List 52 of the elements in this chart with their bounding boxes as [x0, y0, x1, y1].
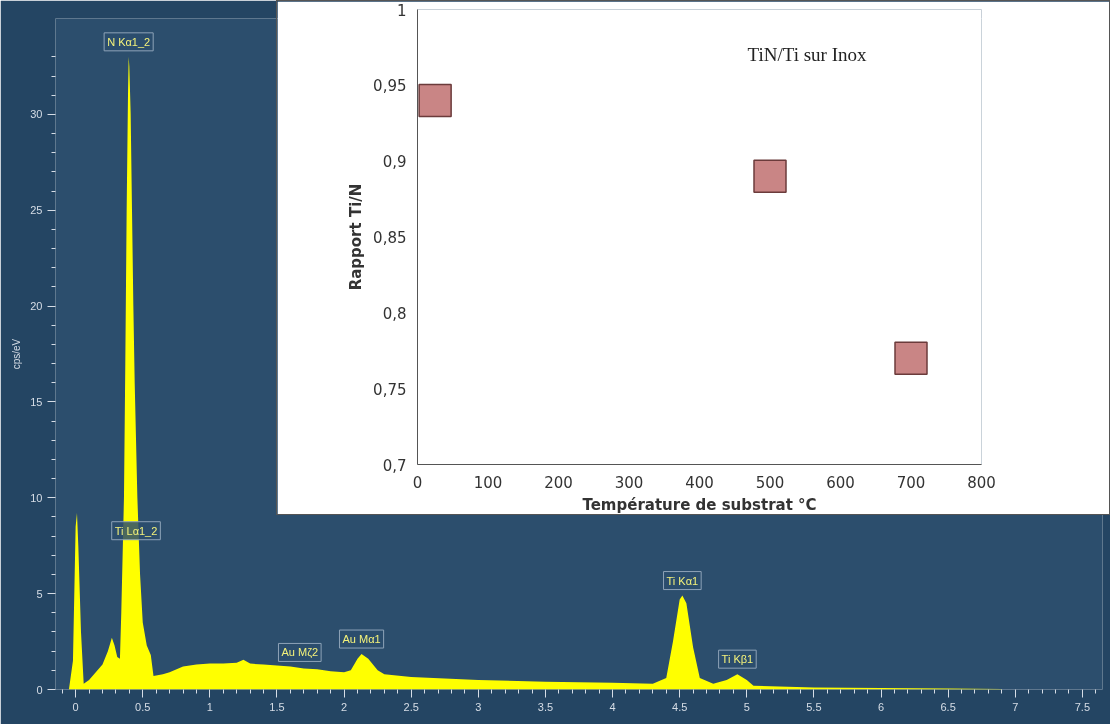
y-tick-label: 15 — [30, 395, 43, 408]
y-tick-label: 1 — [396, 1, 407, 20]
y-tick-label: 0,75 — [373, 380, 407, 399]
x-axis-title: Température de substrat °C — [582, 495, 817, 514]
x-tick-label: 4 — [609, 700, 616, 713]
y-tick-label: 20 — [30, 300, 43, 313]
x-tick-label: 0.5 — [135, 700, 151, 713]
y-axis-title: Rapport Ti/N — [347, 183, 366, 291]
annotation: Au Mα1 — [342, 633, 381, 646]
x-tick-label: 200 — [544, 473, 573, 492]
y-tick-label: 10 — [30, 491, 43, 504]
y-tick-label: 25 — [30, 204, 43, 217]
y-tick-label: 0,95 — [373, 77, 407, 96]
x-tick-label: 5.5 — [806, 700, 822, 713]
x-tick-label: 600 — [826, 473, 855, 492]
y-tick-label: 0 — [36, 683, 43, 696]
x-tick-label: 6.5 — [940, 700, 956, 713]
x-tick-label: 400 — [685, 473, 714, 492]
y-axis-title: cps/eV — [11, 338, 23, 370]
point — [418, 83, 452, 118]
y-tick-label: 0,9 — [382, 153, 407, 172]
x-tick-label: 5 — [743, 700, 750, 713]
x-tick-label: 4.5 — [672, 700, 688, 713]
x-tick-label: 100 — [473, 473, 503, 492]
x-tick-label: 2 — [341, 700, 348, 713]
annotation: Au Mζ2 — [281, 646, 319, 659]
annotation: Ti Kα1 — [666, 574, 699, 587]
point — [753, 159, 787, 194]
x-tick-label: 3.5 — [537, 700, 554, 713]
x-tick-label: 300 — [614, 473, 644, 492]
x-tick-label: 700 — [896, 473, 926, 492]
y-tick-label: 0,85 — [373, 229, 407, 247]
x-tick-label: 7 — [1012, 700, 1019, 713]
annotation: Ti Kβ1 — [721, 653, 754, 666]
x-tick-label: 0 — [412, 473, 423, 492]
x-tick-label: 6 — [877, 700, 885, 713]
annotation: Ti Lα1_2 — [114, 524, 158, 537]
text: TiN/Ti sur Inox — [747, 43, 867, 65]
x-tick-label: 1.5 — [269, 700, 285, 713]
x-tick-label: 800 — [967, 473, 996, 492]
x-tick-label: 2.5 — [403, 700, 419, 713]
annotation: N Kα1_2 — [107, 35, 151, 48]
point — [894, 341, 928, 376]
y-tick-label: 5 — [36, 587, 43, 600]
x-tick-label: 500 — [755, 473, 785, 492]
y-tick-label: 30 — [30, 108, 43, 121]
x-tick-label: 3 — [475, 700, 482, 713]
x-tick-label: 1 — [206, 700, 213, 713]
y-tick-label: 0,7 — [382, 456, 407, 475]
x-tick-label: 0 — [72, 700, 79, 713]
x-tick-label: 7.5 — [1074, 700, 1091, 713]
y-tick-label: 0,8 — [382, 304, 407, 323]
